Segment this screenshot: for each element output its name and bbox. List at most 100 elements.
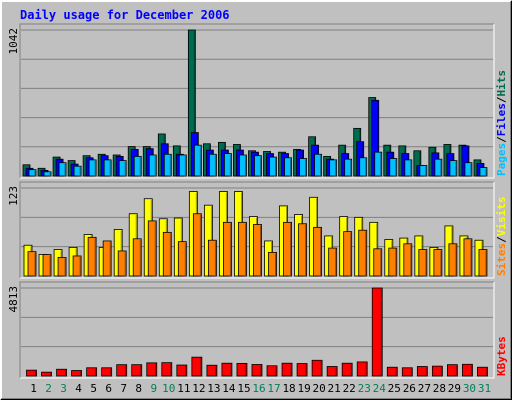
bar-kbytes-day-26 xyxy=(401,367,413,377)
bar-kbytes-day-30 xyxy=(462,363,473,377)
bar-kbytes-day-7 xyxy=(116,364,128,377)
bar-pages-day-15 xyxy=(239,154,247,177)
bar-sites-day-31 xyxy=(478,249,488,277)
bar-pages-day-28 xyxy=(434,158,443,177)
x-tick-label: 23 xyxy=(358,382,371,395)
panel-frame-highlight xyxy=(20,182,495,279)
bar-kbytes-day-2 xyxy=(41,371,52,377)
bar-kbytes-day-5 xyxy=(86,367,98,377)
x-tick-label: 13 xyxy=(207,382,220,395)
x-tick-label: 5 xyxy=(90,382,97,395)
x-tick-label: 17 xyxy=(267,382,280,395)
bar-kbytes-day-9 xyxy=(146,362,158,377)
x-tick-label: 30 xyxy=(463,382,476,395)
bar-kbytes-day-20 xyxy=(311,359,323,377)
bar-pages-day-10 xyxy=(163,153,172,177)
bar-sites-day-18 xyxy=(283,221,292,277)
panel-frame-shadow xyxy=(19,23,494,178)
x-tick-label: 24 xyxy=(373,382,387,395)
x-tick-label: 10 xyxy=(162,382,175,395)
legend-entry: Hits xyxy=(495,70,508,97)
bar-sites-day-12 xyxy=(192,213,202,277)
bar-pages-day-21 xyxy=(329,159,338,177)
bar-pages-day-11 xyxy=(178,154,187,177)
x-tick-label: 22 xyxy=(343,382,356,395)
bar-kbytes-day-1 xyxy=(26,369,37,377)
bar-pages-day-6 xyxy=(103,159,112,177)
x-tick-label: 7 xyxy=(120,382,127,395)
bar-sites-day-24 xyxy=(373,248,383,277)
bar-kbytes-day-6 xyxy=(101,367,113,377)
bar-kbytes-day-31 xyxy=(477,366,488,377)
bar-pages-day-31 xyxy=(479,167,488,177)
x-tick-label: 18 xyxy=(282,382,295,395)
bar-kbytes-day-4 xyxy=(71,370,82,377)
bar-sites-day-17 xyxy=(268,251,277,277)
bar-sites-day-5 xyxy=(87,236,97,277)
bar-sites-day-10 xyxy=(162,231,172,277)
bar-pages-day-18 xyxy=(284,157,292,177)
bar-pages-day-8 xyxy=(133,155,142,177)
x-tick-label: 9 xyxy=(150,382,157,395)
y-max-label: 1042 xyxy=(7,28,20,55)
bar-kbytes-day-19 xyxy=(296,363,308,377)
bar-kbytes-day-12 xyxy=(191,356,203,377)
bar-pages-day-20 xyxy=(314,153,323,177)
legend-entry: / xyxy=(495,136,508,143)
bar-sites-day-19 xyxy=(298,223,307,277)
legend-entry: Pages xyxy=(495,143,508,176)
bar-pages-day-27 xyxy=(419,165,428,177)
x-tick-label: 16 xyxy=(252,382,265,395)
x-tick-label: 25 xyxy=(388,382,401,395)
bar-sites-day-2 xyxy=(42,254,52,277)
legend-entry: Sites xyxy=(495,243,508,276)
bar-pages-day-7 xyxy=(118,160,127,177)
bar-sites-day-26 xyxy=(403,243,413,277)
bar-pages-day-9 xyxy=(148,154,157,177)
bar-sites-day-25 xyxy=(388,247,398,277)
y-max-label: 123 xyxy=(7,186,20,206)
panel-legend: KBytes xyxy=(495,336,508,376)
x-tick-label: 27 xyxy=(418,382,431,395)
bar-kbytes-day-21 xyxy=(326,366,338,377)
x-tick-label: 20 xyxy=(313,382,326,395)
legend-entry: KBytes xyxy=(495,336,508,376)
x-tick-label: 4 xyxy=(75,382,82,395)
x-tick-label: 12 xyxy=(192,382,205,395)
x-axis-tick-labels: 1 2 3 4 5 6 7 8 9 10 11 12 13 14 15 16 17 18 19 20 21 22 23 24 2… xyxy=(30,382,491,395)
bar-kbytes-day-18 xyxy=(281,362,293,377)
x-tick-label: 31 xyxy=(478,382,491,395)
bar-pages-day-16 xyxy=(254,155,262,177)
panel-legend: Pages/Files/Hits xyxy=(495,70,508,176)
bar-sites-day-7 xyxy=(117,250,127,277)
bar-sites-day-14 xyxy=(223,221,232,277)
chart-title: Daily usage for December 2006 xyxy=(20,8,230,22)
bar-sites-day-22 xyxy=(343,231,353,277)
bar-sites-day-11 xyxy=(177,241,187,277)
legend-entry: Files xyxy=(495,103,508,136)
bar-sites-day-29 xyxy=(448,243,458,277)
bar-kbytes-day-14 xyxy=(221,362,233,377)
bar-sites-day-28 xyxy=(433,249,443,277)
bar-pages-day-1 xyxy=(28,169,37,177)
bar-kbytes-day-10 xyxy=(161,362,173,377)
bar-sites-day-1 xyxy=(27,251,37,277)
x-tick-label: 2 xyxy=(45,382,52,395)
bar-pages-day-25 xyxy=(389,158,398,177)
bar-pages-day-22 xyxy=(344,158,353,177)
bar-pages-day-23 xyxy=(359,157,368,177)
bar-pages-day-17 xyxy=(269,156,277,177)
bar-kbytes-day-24 xyxy=(371,287,383,377)
x-tick-label: 1 xyxy=(30,382,37,395)
panel-kbytes: 4813 KBytes xyxy=(7,281,508,379)
bar-sites-day-21 xyxy=(328,247,338,277)
bar-kbytes-day-13 xyxy=(206,364,218,377)
bar-kbytes-day-3 xyxy=(56,368,67,377)
panel-frame-highlight xyxy=(20,24,495,179)
bar-kbytes-day-11 xyxy=(176,364,188,377)
legend-entry: / xyxy=(495,96,508,103)
bar-pages-day-13 xyxy=(208,153,217,177)
y-max-label: 4813 xyxy=(7,286,20,313)
